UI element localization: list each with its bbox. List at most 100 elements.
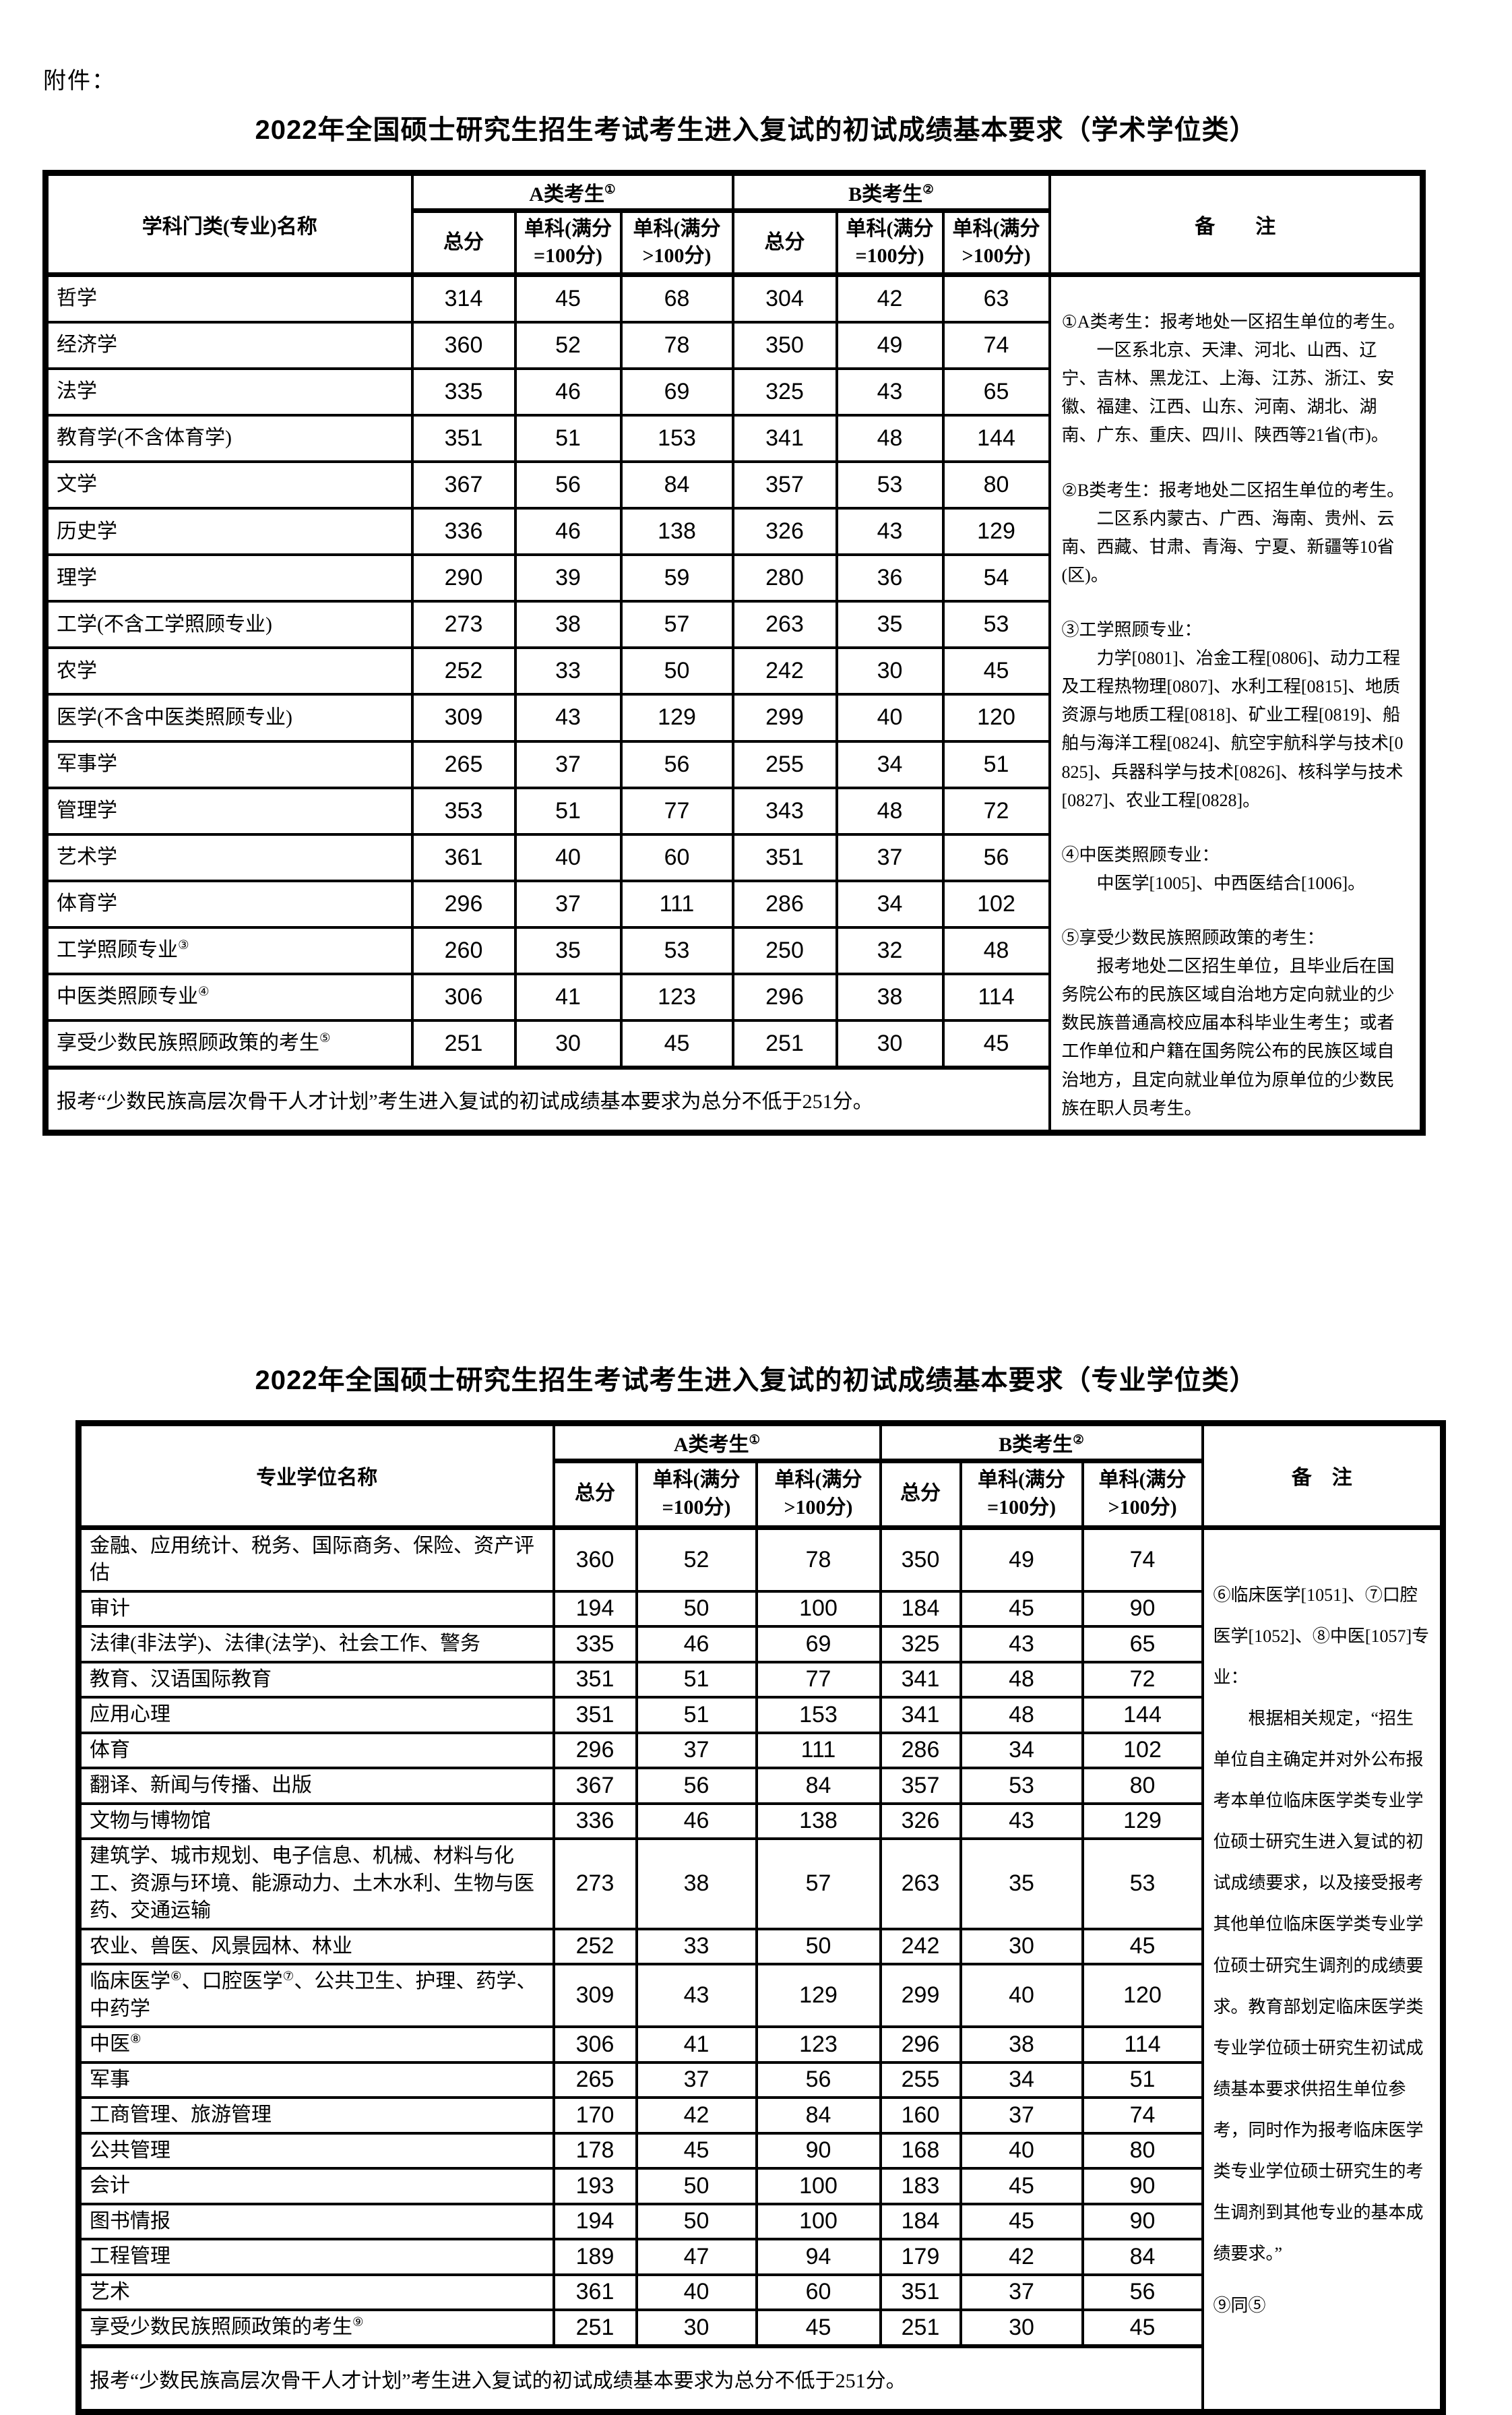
score-value-cell: 314 bbox=[410, 272, 517, 324]
score-value-cell: 51 bbox=[513, 786, 623, 836]
table-row: 金融、应用统计、税务、国际商务、保险、资产评估 360 52 78 350 49 74 ⑥临床… bbox=[77, 1525, 1445, 2414]
footnote-marker-icon: ② bbox=[922, 183, 934, 197]
score-value-cell: 193 bbox=[552, 2167, 638, 2205]
score-value-cell: 102 bbox=[1081, 1731, 1204, 1770]
table-row: 教育学(不含体育学) 351 51 153 341 48 144 bbox=[44, 414, 1423, 464]
score-value-cell: 80 bbox=[1081, 2131, 1204, 2170]
attachment-label: 附件： bbox=[43, 69, 116, 94]
remark-paragraph: 二区系内蒙古、广西、海南、贵州、云南、西藏、甘肃、青海、宁夏、新疆等10省(区)… bbox=[1061, 508, 1395, 585]
subject-name-cell: 公共管理 bbox=[77, 2131, 555, 2170]
table-row: 中医⑧ 306 41 123 296 38 114 bbox=[77, 2025, 1443, 2064]
score-value-cell: 37 bbox=[835, 832, 945, 882]
score-value-cell: 184 bbox=[879, 1589, 962, 1628]
score-value-cell: 326 bbox=[879, 1802, 962, 1841]
score-value-cell: 90 bbox=[1081, 1589, 1204, 1628]
score-value-cell: 255 bbox=[879, 2060, 962, 2100]
score-value-cell: 250 bbox=[731, 925, 838, 975]
score-value-cell: 72 bbox=[941, 786, 1051, 836]
score-value-cell: 43 bbox=[959, 1625, 1084, 1663]
score-value-cell: 170 bbox=[552, 2096, 638, 2135]
column-header-total-b: 总分 bbox=[879, 1459, 962, 1529]
score-value-cell: 326 bbox=[731, 507, 838, 557]
professional-table-title: 2022年全国硕士研究生招生考试考生进入复试的初试成绩基本要求（专业学位类） bbox=[255, 1365, 1257, 1395]
score-value-cell: 37 bbox=[635, 1731, 758, 1770]
score-value-cell: 32 bbox=[835, 925, 945, 975]
score-value-cell: 360 bbox=[410, 321, 517, 371]
column-header-group-a: A类考生① bbox=[410, 171, 734, 213]
score-value-cell: 35 bbox=[513, 925, 623, 975]
table-row: 中医类照顾专业④ 306 41 123 296 38 114 bbox=[44, 972, 1423, 1022]
professional-table-body: 金融、应用统计、税务、国际商务、保险、资产评估 360 52 78 350 49 74 ⑥临床… bbox=[77, 1525, 1445, 2414]
professional-score-table: 专业学位名称 A类考生① B类考生② 备 注 总分 单科(满分 =100分) 单… bbox=[75, 1419, 1447, 2415]
score-value-cell: 35 bbox=[959, 1837, 1084, 1930]
score-value-cell: 40 bbox=[635, 2273, 758, 2312]
table-row: 管理学 353 51 77 343 48 72 bbox=[44, 786, 1423, 836]
score-value-cell: 144 bbox=[1081, 1696, 1204, 1734]
subject-name-cell: 历史学 bbox=[44, 507, 414, 557]
footnote-marker-icon: ③ bbox=[178, 938, 189, 952]
score-value-cell: 189 bbox=[552, 2238, 638, 2276]
score-value-cell: 41 bbox=[513, 972, 623, 1022]
score-value-cell: 53 bbox=[959, 1767, 1084, 1805]
column-header-remark: 备 注 bbox=[1201, 1422, 1445, 1530]
score-value-cell: 38 bbox=[835, 972, 945, 1022]
score-value-cell: 273 bbox=[410, 600, 517, 650]
score-value-cell: 351 bbox=[552, 1696, 638, 1734]
score-value-cell: 30 bbox=[635, 2309, 758, 2348]
subject-name-cell: 管理学 bbox=[44, 786, 414, 836]
score-value-cell: 280 bbox=[731, 553, 838, 603]
footnote-text: 报考“少数民族高层次骨干人才计划”考生进入复试的初试成绩基本要求为总分不低于25… bbox=[77, 2344, 1204, 2414]
score-value-cell: 52 bbox=[513, 321, 623, 371]
column-header-group-a: A类考生① bbox=[552, 1422, 882, 1463]
score-value-cell: 299 bbox=[731, 693, 838, 743]
score-value-cell: 35 bbox=[835, 600, 945, 650]
score-value-cell: 102 bbox=[941, 879, 1051, 929]
score-value-cell: 34 bbox=[835, 879, 945, 929]
score-value-cell: 46 bbox=[513, 367, 623, 417]
score-value-cell: 34 bbox=[959, 2060, 1084, 2100]
table-row: 军事 265 37 56 255 34 51 bbox=[77, 2060, 1443, 2100]
score-value-cell: 138 bbox=[755, 1802, 882, 1841]
footnote-marker-icon: ⑧ bbox=[130, 2032, 141, 2047]
score-value-cell: 299 bbox=[879, 1963, 962, 2029]
footnote-marker-icon: ⑥ bbox=[170, 1969, 182, 1984]
score-value-cell: 351 bbox=[552, 1660, 638, 1699]
score-value-cell: 45 bbox=[755, 2309, 882, 2348]
score-value-cell: 56 bbox=[635, 1767, 758, 1805]
score-value-cell: 34 bbox=[959, 1731, 1084, 1770]
column-header-subject-name: 学科门类(专业)名称 bbox=[44, 171, 414, 277]
subject-name-cell: 工学照顾专业③ bbox=[44, 925, 414, 975]
score-value-cell: 184 bbox=[879, 2202, 962, 2241]
remark-paragraph: 中医学[1005]、中西医结合[1006]。 bbox=[1096, 873, 1366, 893]
subject-name-cell: 理学 bbox=[44, 553, 414, 603]
score-value-cell: 153 bbox=[619, 414, 734, 464]
score-value-cell: 100 bbox=[755, 2202, 882, 2241]
score-value-cell: 242 bbox=[879, 1927, 962, 1966]
score-value-cell: 65 bbox=[1081, 1625, 1204, 1663]
score-value-cell: 153 bbox=[755, 1696, 882, 1734]
score-value-cell: 48 bbox=[959, 1660, 1084, 1699]
score-value-cell: 309 bbox=[552, 1963, 638, 2029]
score-value-cell: 353 bbox=[410, 786, 517, 836]
column-header-single-over100-b: 单科(满分 >100分) bbox=[941, 209, 1051, 276]
score-value-cell: 52 bbox=[635, 1525, 758, 1593]
footnote-marker-icon: ① bbox=[749, 1432, 761, 1447]
score-value-cell: 45 bbox=[1081, 1927, 1204, 1966]
table-row: 理学 290 39 59 280 36 54 bbox=[44, 553, 1423, 603]
subject-name-cell: 农业、兽医、风景园林、林业 bbox=[77, 1927, 555, 1966]
score-value-cell: 42 bbox=[835, 272, 945, 324]
column-header-single100-b: 单科(满分 =100分) bbox=[959, 1459, 1084, 1529]
score-value-cell: 56 bbox=[513, 460, 623, 510]
subject-name-cell: 工学(不含工学照顾专业) bbox=[44, 600, 414, 650]
score-value-cell: 77 bbox=[619, 786, 734, 836]
score-value-cell: 53 bbox=[619, 925, 734, 975]
subject-name-cell: 享受少数民族照顾政策的考生⑨ bbox=[77, 2309, 555, 2348]
table-row: 哲学 314 45 68 304 42 63 ①A类考生：报考地处一区招生单位的考生。 一区系北… bbox=[44, 272, 1424, 1134]
score-value-cell: 36 bbox=[835, 553, 945, 603]
column-header-total-a: 总分 bbox=[552, 1459, 638, 1529]
score-value-cell: 242 bbox=[731, 646, 838, 696]
score-value-cell: 45 bbox=[1081, 2309, 1204, 2348]
score-value-cell: 37 bbox=[959, 2096, 1084, 2135]
score-value-cell: 341 bbox=[879, 1696, 962, 1734]
subject-name-cell: 金融、应用统计、税务、国际商务、保险、资产评估 bbox=[77, 1525, 555, 1593]
